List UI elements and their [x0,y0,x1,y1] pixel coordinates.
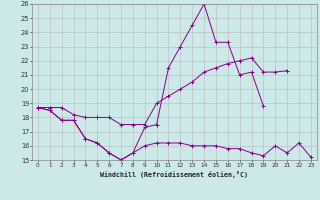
X-axis label: Windchill (Refroidissement éolien,°C): Windchill (Refroidissement éolien,°C) [100,171,248,178]
